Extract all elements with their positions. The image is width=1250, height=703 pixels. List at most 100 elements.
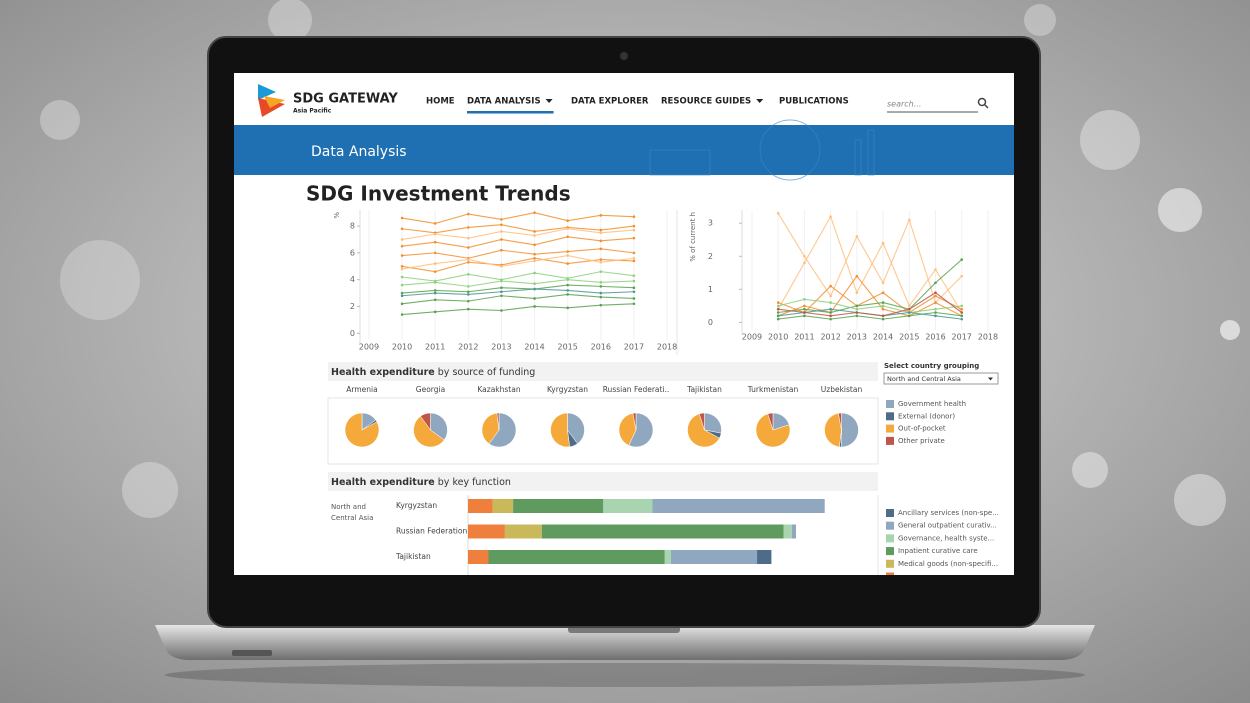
series-point	[907, 307, 911, 311]
series-point	[907, 218, 911, 222]
series-point	[566, 293, 569, 296]
bar-segment	[468, 499, 493, 513]
series-point	[829, 317, 832, 321]
series-line	[778, 291, 963, 317]
y-axis-label: %	[333, 212, 341, 219]
pie-label: Russian Federati..	[603, 385, 670, 394]
selector-value[interactable]: North and Central Asia	[887, 375, 961, 383]
series-line	[402, 271, 634, 282]
series-point	[433, 281, 437, 284]
series-point	[500, 309, 503, 312]
x-tick-label: 2018	[978, 333, 998, 342]
bar-segment	[541, 524, 784, 539]
series-point	[855, 307, 859, 311]
nav-item[interactable]: DATA ANALYSIS	[467, 97, 541, 107]
series-point	[881, 241, 885, 245]
pie-slice	[550, 412, 570, 448]
series-line	[402, 293, 634, 305]
series-line	[777, 213, 963, 304]
screen: SDG GATEWAY Asia Pacific HOME DATA ANALYS…	[234, 73, 1014, 575]
selector-box[interactable]	[883, 372, 999, 385]
x-tick-label: 2009	[359, 343, 379, 352]
nav: HOME DATA ANALYSIS DATA EXPLORER RESOURCE G…	[426, 97, 849, 114]
series-point	[566, 306, 569, 310]
series-point	[829, 307, 832, 311]
series-point	[533, 259, 536, 263]
series-point	[566, 262, 569, 265]
group-label: Central Asia	[331, 514, 373, 522]
series-point	[881, 307, 885, 311]
series-point	[599, 247, 603, 251]
page-title: SDG Investment Trends	[306, 182, 571, 206]
series-point	[855, 304, 859, 308]
logo-title: SDG GATEWAY	[293, 92, 398, 107]
series-point	[881, 291, 885, 294]
pie-frame	[327, 397, 879, 465]
series-point	[400, 267, 404, 271]
panel-title-bold: Health expenditure	[331, 477, 435, 488]
series-point	[467, 307, 470, 311]
series-point	[433, 240, 437, 244]
nav-item[interactable]: HOME	[426, 97, 455, 107]
y-tick-label: 1	[708, 285, 713, 294]
pie-slice	[838, 412, 842, 431]
series-point	[960, 307, 964, 311]
nav-item[interactable]: RESOURCE GUIDES	[661, 97, 751, 107]
bokeh	[40, 0, 1240, 526]
series-point	[500, 238, 503, 241]
series-point	[566, 289, 569, 292]
series-point	[467, 299, 470, 303]
legend-swatch	[886, 572, 894, 575]
series-point	[632, 290, 636, 294]
series-point	[907, 311, 911, 314]
series-point	[500, 223, 503, 227]
logo-subtitle: Asia Pacific	[293, 108, 332, 115]
series-line	[778, 298, 962, 314]
series-point	[803, 304, 806, 308]
series-point	[467, 273, 470, 276]
series-point	[829, 301, 832, 304]
series-line	[401, 257, 634, 273]
series-point	[400, 291, 404, 295]
pie-slice	[628, 412, 654, 448]
search-icon[interactable]	[977, 97, 989, 109]
legend-swatch	[886, 400, 894, 408]
y-tick-label: 3	[708, 219, 713, 228]
series-point	[433, 270, 437, 273]
series-point	[632, 228, 636, 232]
legend-label: Governance, health syste...	[898, 534, 994, 542]
series-point	[776, 317, 780, 321]
nav-item[interactable]: DATA EXPLORER	[571, 97, 649, 107]
series-point	[467, 258, 470, 261]
laptop-port	[232, 650, 272, 656]
series-line	[402, 288, 634, 297]
series-point	[934, 268, 937, 271]
legend-swatch	[886, 559, 894, 568]
legend-swatch	[886, 436, 894, 445]
series-point	[776, 301, 780, 304]
series-point	[467, 246, 470, 249]
series-point	[632, 251, 636, 255]
series-point	[960, 274, 964, 278]
selector-caret[interactable]	[988, 377, 993, 381]
nav-item[interactable]: PUBLICATIONS	[779, 97, 849, 107]
series-point	[632, 259, 636, 263]
active-underline	[467, 111, 554, 114]
search-input[interactable]: search...	[887, 100, 921, 109]
selector-label: Select country grouping	[884, 362, 979, 370]
y-tick-label: 4	[350, 275, 355, 284]
series-point	[855, 314, 859, 318]
series-point	[934, 307, 937, 311]
legend-swatch	[886, 547, 894, 556]
series-point	[776, 212, 780, 215]
series-line	[402, 248, 634, 259]
series-point	[960, 311, 964, 314]
series-point	[907, 304, 911, 308]
legend-label: Medical goods (non-specifi...	[898, 560, 998, 568]
pie-label: Turkmenistan	[747, 385, 799, 394]
series-point	[400, 254, 404, 257]
pie-slice	[824, 413, 842, 448]
series-point	[632, 215, 636, 218]
laptop-base	[155, 625, 1095, 660]
